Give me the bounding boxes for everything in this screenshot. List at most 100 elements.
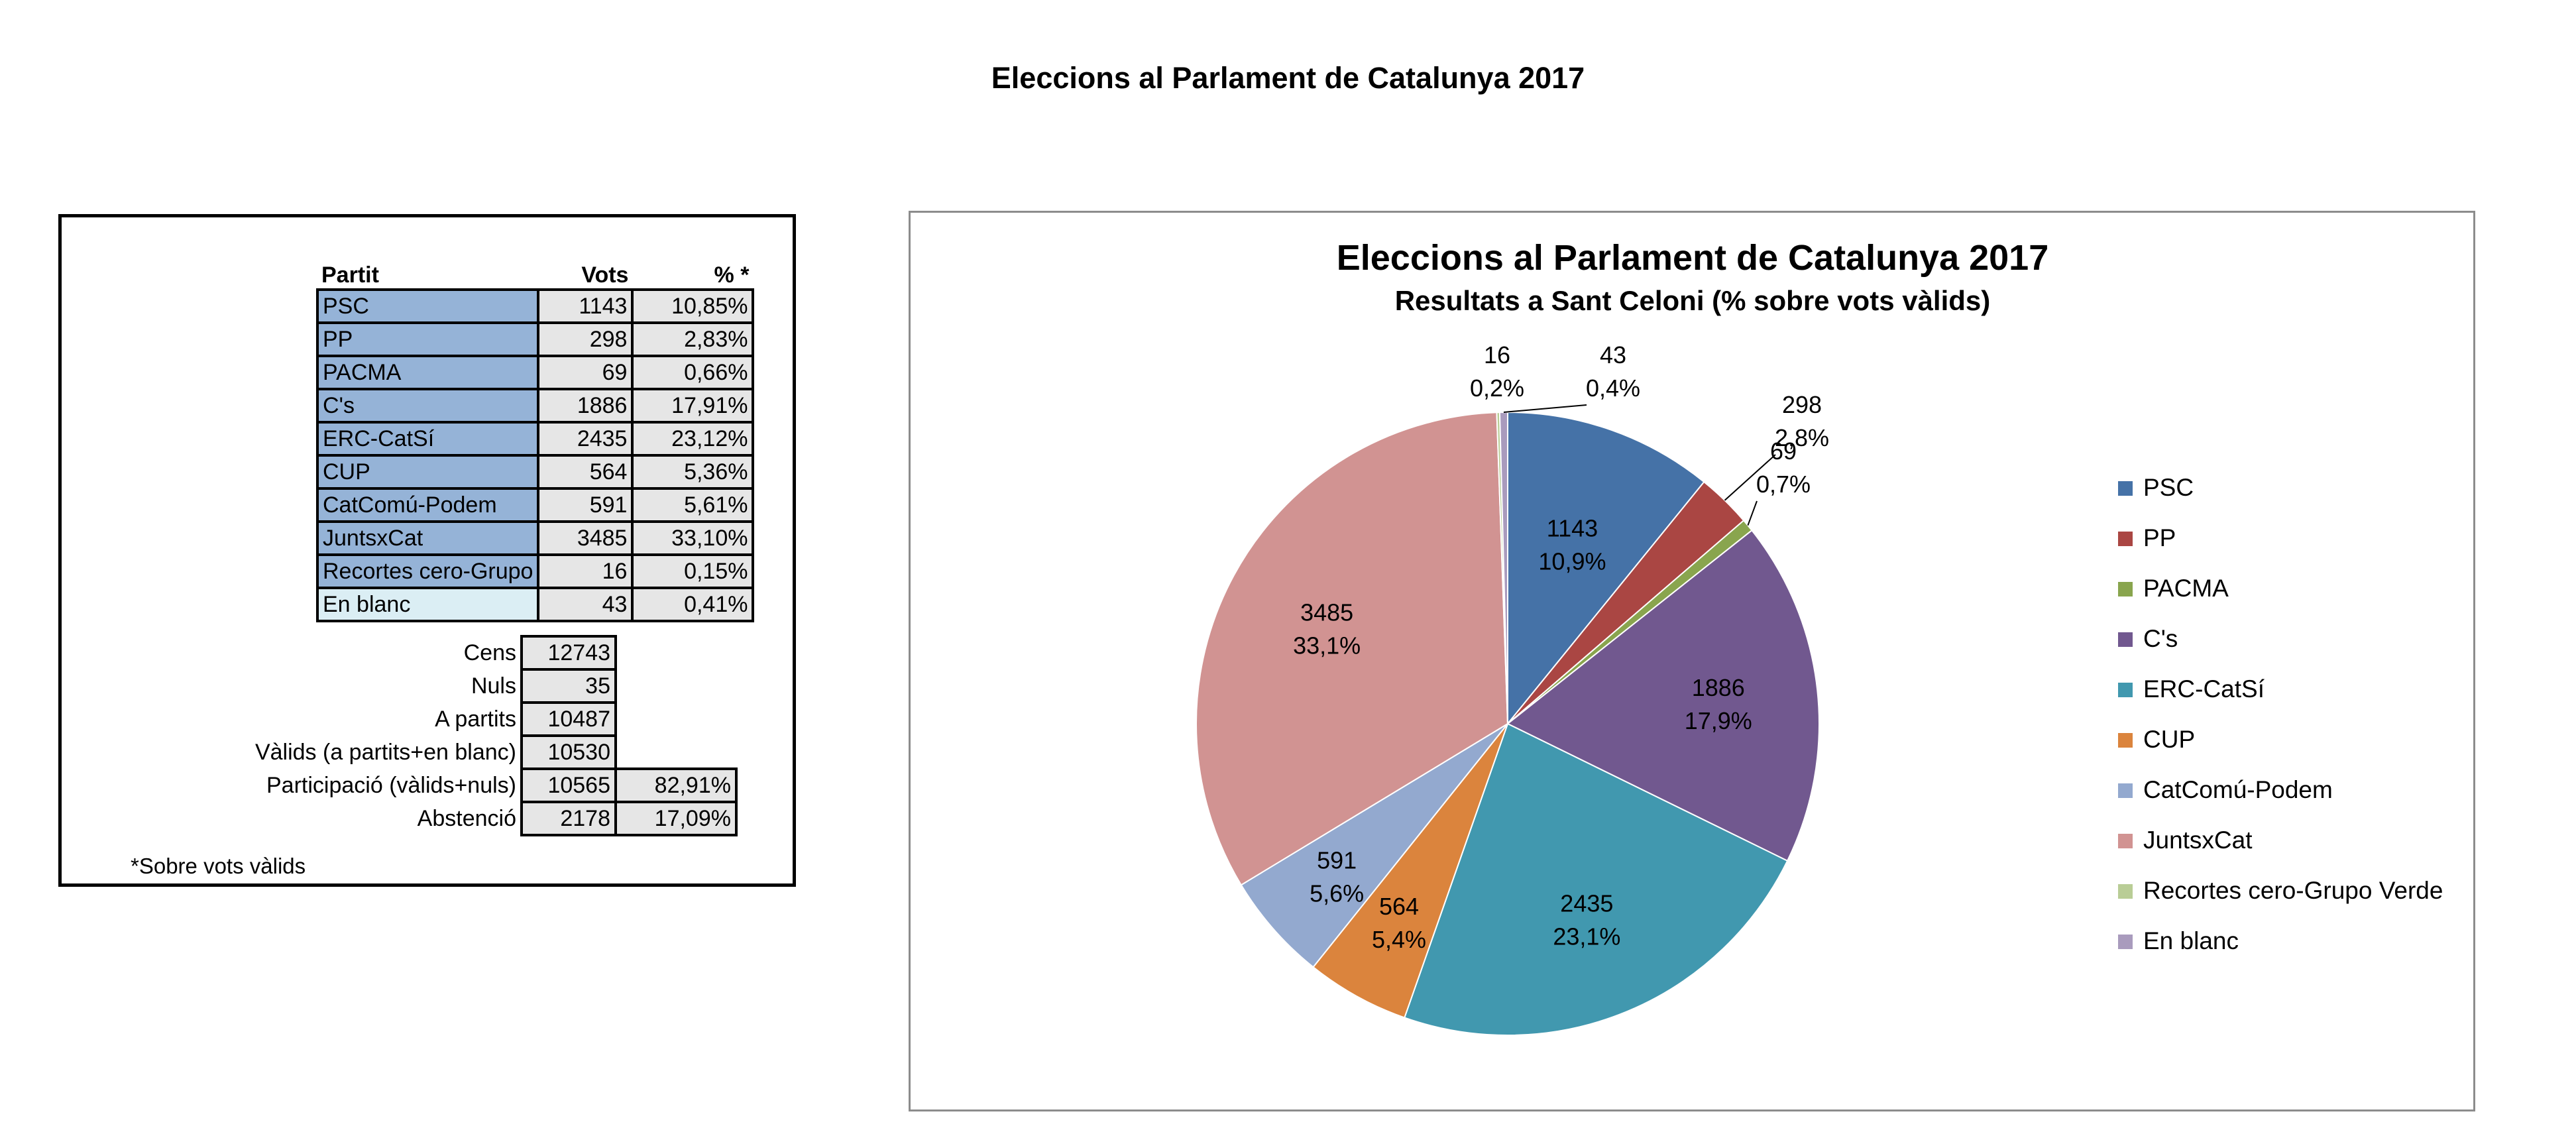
party-pct: 0,41% [631, 587, 755, 622]
pie-slice-c-s [1506, 529, 1820, 862]
data-label-value: 591 [1317, 846, 1357, 874]
legend-item-cup: CUP [2118, 726, 2195, 753]
data-label-value: 69 [1770, 437, 1797, 465]
legend-label: CatComú-Podem [2143, 776, 2333, 803]
data-label-pct: 0,2% [1470, 374, 1524, 402]
data-label-value: 564 [1379, 893, 1419, 920]
legend-swatch [2118, 532, 2133, 546]
table-row: En blanc 43 0,41% [315, 587, 755, 622]
legend-label: En blanc [2143, 927, 2239, 954]
legend-swatch [2118, 935, 2133, 949]
leader-line-en-blanc [1503, 404, 1587, 413]
results-table: Partit Vots % * PSC 1143 10,85% PP 298 2,83%… [315, 262, 755, 622]
pie-slice-psc [1507, 411, 1705, 726]
header-votes: Vots [581, 262, 629, 288]
party-pct: 33,10% [631, 520, 755, 556]
stat-pct: 82,91% [614, 767, 738, 803]
footnote: *Sobre vots vàlids [131, 854, 306, 878]
stat-value: 2178 [520, 801, 617, 836]
table-row: ERC-CatSí 2435 23,12% [315, 421, 755, 457]
legend-swatch [2118, 834, 2133, 848]
data-label-value: 16 [1484, 341, 1510, 369]
party-votes: 1886 [537, 388, 634, 424]
party-votes: 16 [537, 553, 634, 589]
data-label-pct: 23,1% [1553, 923, 1620, 950]
party-name: ERC-CatSí [315, 421, 540, 457]
legend-item-pacma: PACMA [2118, 575, 2229, 602]
data-label-pct: 5,6% [1310, 880, 1364, 907]
chart-panel: Eleccions al Parlament de Catalunya 2017… [909, 211, 2475, 1111]
party-name: PSC [315, 288, 540, 324]
stat-label: Vàlids (a partits+en blanc) [254, 739, 516, 765]
leader-lines [1503, 404, 1776, 526]
leader-line-pacma [1747, 500, 1758, 526]
party-pct: 5,61% [631, 487, 755, 523]
legend-label: PP [2143, 524, 2176, 551]
party-votes: 1143 [537, 288, 634, 324]
party-pct: 5,36% [631, 454, 755, 490]
stat-value: 10487 [520, 701, 617, 737]
party-name: CatComú-Podem [315, 487, 540, 523]
party-pct: 17,91% [631, 388, 755, 424]
legend-label: ERC-CatSí [2143, 675, 2265, 703]
party-name: PP [315, 321, 540, 357]
data-label-pct: 33,1% [1293, 632, 1361, 659]
stat-value: 10530 [520, 734, 617, 770]
legend-label: PACMA [2143, 575, 2229, 602]
chart-title: Eleccions al Parlament de Catalunya 2017 [1337, 238, 2049, 278]
data-label-pct: 5,4% [1372, 926, 1426, 953]
legend-swatch [2118, 632, 2133, 647]
party-name: Recortes cero-Grupo [315, 553, 540, 589]
table-header-row: Partit Vots % * [317, 262, 753, 290]
party-name: C's [315, 388, 540, 424]
table-row: Recortes cero-Grupo 16 0,15% [315, 553, 755, 589]
data-label-value: 1143 [1547, 514, 1598, 541]
party-name: CUP [315, 454, 540, 490]
data-label-pct: 10,9% [1538, 547, 1606, 575]
header-pct: % * [714, 262, 750, 288]
party-votes: 43 [537, 587, 634, 622]
legend-item-catcom-podem: CatComú-Podem [2118, 776, 2333, 803]
stats-row: Abstenció 2178 17,09% [251, 801, 738, 836]
data-label-value: 3485 [1300, 598, 1353, 626]
legend-label: PSC [2143, 474, 2194, 501]
legend-item-recortes-cero-grupo-verde: Recortes cero-Grupo Verde [2118, 877, 2443, 904]
party-votes: 591 [537, 487, 634, 523]
legend-swatch [2118, 733, 2133, 748]
legend-swatch [2118, 783, 2133, 798]
party-name: JuntsxCat [315, 520, 540, 556]
pie-slices [1196, 411, 1820, 1036]
party-name: PACMA [315, 355, 540, 390]
data-label-value: 2435 [1560, 889, 1613, 917]
data-label-value: 43 [1600, 341, 1626, 369]
stat-pct-empty [616, 736, 736, 769]
legend-swatch [2118, 884, 2133, 899]
party-votes: 69 [537, 355, 634, 390]
pie-slice-juntsxcat [1196, 412, 1509, 886]
pie-chart: Eleccions al Parlament de Catalunya 2017… [1196, 238, 2443, 1036]
legend-label: JuntsxCat [2143, 826, 2253, 854]
stat-pct: 17,09% [614, 801, 738, 836]
data-labels: 1143 10,9% 298 2,8%69 0,7% 1886 17,9% 2435 23,1%… [1293, 341, 1829, 953]
data-label-pct: 0,4% [1586, 374, 1640, 402]
legend-label: C's [2143, 625, 2178, 652]
table-row: PACMA 69 0,66% [315, 355, 755, 390]
table-row: JuntsxCat 3485 33,10% [315, 520, 755, 556]
party-votes: 564 [537, 454, 634, 490]
legend-item-psc: PSC [2118, 474, 2194, 501]
chart-subtitle: Resultats a Sant Celoni (% sobre vots và… [1395, 285, 1991, 316]
party-pct: 2,83% [631, 321, 755, 357]
header-party: Partit [321, 262, 379, 288]
leader-line-pp [1724, 454, 1776, 501]
party-pct: 0,66% [631, 355, 755, 390]
party-name: En blanc [315, 587, 540, 622]
stat-pct-empty [616, 703, 736, 736]
stat-pct-empty [616, 669, 736, 703]
stats-row: Nuls 35 [251, 668, 736, 704]
data-label-pct: 2,8% [1775, 424, 1829, 451]
stat-pct-empty [616, 636, 736, 669]
page-title: Eleccions al Parlament de Catalunya 2017 [991, 61, 1585, 95]
party-votes: 3485 [537, 520, 634, 556]
stat-label: A partits [435, 706, 516, 732]
data-label-pct: 17,9% [1685, 707, 1752, 734]
